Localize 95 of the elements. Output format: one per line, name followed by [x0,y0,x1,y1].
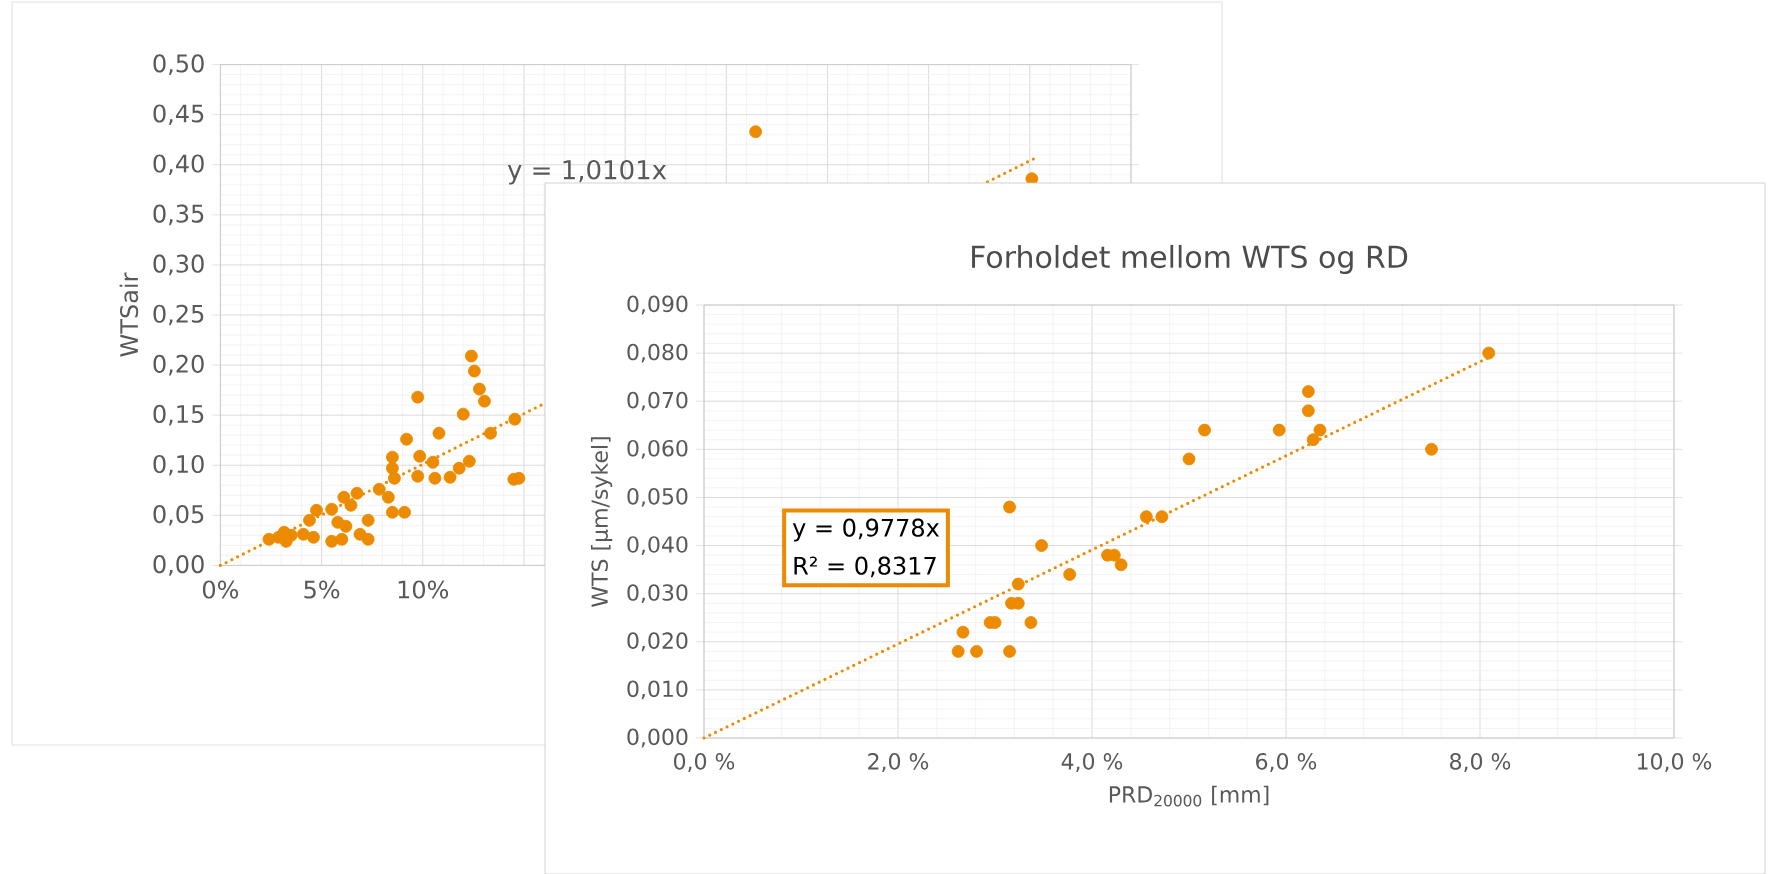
y-tick-label: 0,45 [153,104,204,125]
x-tick-label: 4,0 % [1061,753,1123,772]
y-tick-label: 0,15 [153,404,204,426]
chart-title: Forholdet mellom WTS og RD [972,244,1408,274]
y-tick-label: 0,020 [627,632,688,652]
point [1063,568,1077,581]
y-tick-label: 0,030 [627,584,688,604]
point [303,513,316,527]
point [411,390,425,404]
y-tick-label: 0,070 [627,391,688,411]
point [508,412,522,426]
y-tick-label: 0,000 [627,728,688,748]
y-tick-label: 0,50 [153,54,204,75]
point [970,645,983,658]
point [1301,404,1315,418]
point [350,486,364,500]
x-tick-label: 10% [398,580,449,599]
x-axis-title: PRD$_{20000}$ [mm] [1109,785,1269,807]
y-tick-label: 0,30 [153,254,204,276]
y-tick-label: 0,040 [627,536,688,555]
y-tick-label: 0,080 [627,343,688,363]
point [361,513,375,527]
point [1035,539,1048,552]
point [464,349,478,363]
y-axis-title: WTS [µm/sykel] [590,437,613,607]
point [452,461,466,475]
point [1003,500,1016,514]
x-tick-label: 10,0 % [1637,753,1712,772]
y-tick-label: 0,20 [153,354,204,376]
point [462,454,476,468]
y-tick-label: 0,25 [153,304,204,326]
point [478,394,491,408]
x-tick-label: 2,0 % [868,753,929,772]
y-axis-title: WTSair [119,272,139,357]
point [398,505,411,519]
point [361,532,375,546]
point [413,449,427,463]
point [339,519,353,533]
point [1425,442,1438,456]
y-tick-label: 0,40 [153,154,204,176]
annotation: y = 0,9778x [792,518,940,542]
y-tick-label: 0,050 [627,488,688,507]
x-tick-label: 0,0 % [674,753,735,772]
point [1306,433,1320,447]
y-tick-label: 0,05 [153,505,204,526]
point [400,432,413,446]
x-tick-label: 0% [202,580,239,599]
point [432,426,446,440]
point [443,470,457,484]
point [1182,452,1196,466]
point [381,490,395,504]
point [310,503,323,517]
point [386,450,399,464]
point [473,382,486,396]
point [956,625,970,639]
point [428,471,442,485]
point [484,426,497,440]
point [1313,423,1327,437]
point [372,482,386,496]
point [749,125,763,139]
point [426,455,440,469]
point [386,461,399,475]
point [1139,510,1153,524]
point [1114,558,1128,572]
point [1482,346,1496,360]
point [335,532,349,546]
y-tick-label: 0,00 [153,555,204,576]
point [344,498,358,512]
point [467,364,481,378]
y-tick-label: 0,010 [627,680,688,700]
y-tick-label: 0,10 [153,454,204,476]
x-tick-label: 8,0 % [1450,753,1511,772]
point [1011,577,1025,591]
point [325,502,339,516]
point [1155,510,1169,524]
point [337,490,351,504]
point [296,527,310,541]
x-tick-label: 6,0 % [1256,753,1317,772]
point [1301,385,1315,398]
point [1003,645,1016,658]
y-tick-label: 0,35 [153,204,204,226]
y-tick-label: 0,060 [627,439,688,459]
annotation: y = 1,0101x [507,159,667,185]
annotation: R² = 0,8317 [794,556,936,578]
point [386,505,399,519]
point [1272,423,1286,437]
point [1024,616,1038,629]
point [388,471,401,485]
x-tick-label: 5% [304,580,340,599]
point [307,530,320,544]
y-tick-label: 0,090 [627,295,688,315]
point [456,407,470,421]
point [411,469,425,483]
point [951,645,965,658]
point [1198,423,1211,437]
